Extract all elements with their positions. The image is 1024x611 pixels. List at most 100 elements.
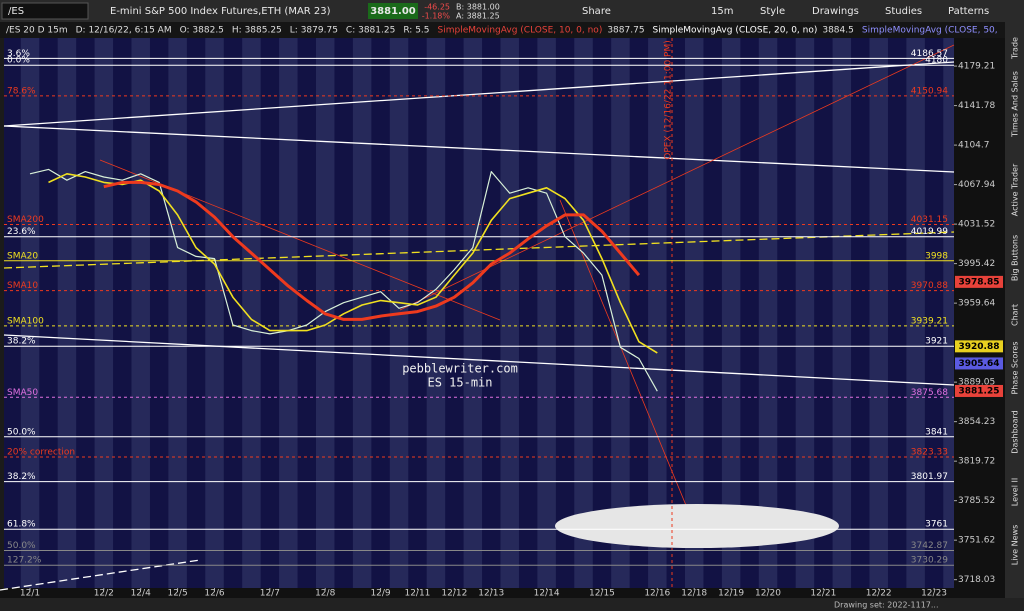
toolbar bbox=[0, 0, 1024, 22]
patterns-button[interactable]: Patterns bbox=[948, 6, 989, 17]
y-tick-label: 4067.94 bbox=[958, 180, 995, 190]
level-note: SMA20 bbox=[7, 251, 38, 261]
x-tick-label: 12/19 bbox=[718, 589, 744, 599]
x-tick-label: 12/16 bbox=[644, 589, 670, 599]
last-box bbox=[368, 3, 418, 19]
sidebar-tab[interactable]: Dashboard bbox=[1011, 410, 1020, 453]
price-badge-label: 3920.88 bbox=[959, 342, 1000, 352]
bid: B: 3881.00 bbox=[456, 3, 500, 12]
x-tick-label: 12/15 bbox=[589, 589, 615, 599]
header-field: L: 3879.75 bbox=[290, 26, 338, 36]
sidebar bbox=[1005, 22, 1024, 598]
level-note: 20% correction bbox=[7, 448, 75, 458]
trendlines bbox=[0, 44, 955, 591]
level-note: 61.8% bbox=[7, 520, 36, 530]
symbol[interactable]: /ES bbox=[8, 6, 24, 17]
level-value: 3841 bbox=[925, 427, 948, 437]
level-value: 4031.15 bbox=[911, 215, 948, 225]
level-note: 78.6% bbox=[7, 86, 36, 96]
sidebar-tab[interactable]: Phase Scores bbox=[1011, 341, 1020, 394]
header-field: O: 3882.5 bbox=[180, 26, 224, 36]
level-note: SMA50 bbox=[7, 388, 38, 398]
x-tick-label: 12/4 bbox=[131, 589, 151, 599]
y-tick-label: 4179.21 bbox=[958, 62, 995, 72]
study-label: SimpleMovingAvg (CLOSE, 50, bbox=[862, 26, 998, 36]
study-value: 3884.5 bbox=[822, 26, 854, 36]
style-button[interactable]: Style bbox=[760, 6, 785, 17]
x-tick-label: 12/12 bbox=[441, 589, 467, 599]
share-button[interactable]: Share bbox=[582, 6, 611, 17]
sidebar-tab[interactable]: Chart bbox=[1011, 304, 1020, 326]
price-badge bbox=[955, 357, 1003, 370]
sidebar-tab[interactable]: Live News bbox=[1011, 525, 1020, 566]
level-note: 0.0% bbox=[7, 56, 30, 66]
sidebar-tab[interactable]: Level II bbox=[1011, 478, 1020, 506]
level-value: 3875.68 bbox=[911, 388, 948, 398]
y-tick-label: 3995.42 bbox=[958, 259, 995, 269]
y-axis-panel bbox=[954, 38, 1005, 588]
level-note: SMA10 bbox=[7, 281, 38, 291]
level-value: 3939.21 bbox=[911, 316, 948, 326]
price-badge-label: 3905.64 bbox=[959, 359, 1000, 369]
y-tick-label: 4104.7 bbox=[958, 141, 990, 151]
timeframe[interactable]: 15m bbox=[711, 6, 733, 17]
opex-annotation: OPEX (12/16/22 11:00 PM) bbox=[664, 40, 674, 160]
y-tick-label: 3854.23 bbox=[958, 417, 995, 427]
x-tick-label: 12/8 bbox=[315, 589, 335, 599]
level-note: 3.6% bbox=[7, 49, 30, 59]
watermark: pebblewriter.com bbox=[402, 362, 518, 376]
highlight-ellipse bbox=[555, 504, 839, 548]
y-tick-label: 3889.05 bbox=[958, 378, 995, 388]
sidebar-tab[interactable]: Big Buttons bbox=[1011, 235, 1020, 281]
ask: A: 3881.25 bbox=[456, 12, 500, 21]
x-tick-label: 12/11 bbox=[404, 589, 430, 599]
study-value: 3887.75 bbox=[607, 26, 644, 36]
drawings-button[interactable]: Drawings bbox=[812, 6, 859, 17]
sidebar-tab[interactable]: Times And Sales bbox=[1011, 71, 1020, 138]
x-tick-label: 12/9 bbox=[370, 589, 390, 599]
y-tick-label: 3959.64 bbox=[958, 299, 995, 309]
footer-bar bbox=[0, 598, 1024, 611]
level-value: 4150.94 bbox=[911, 86, 948, 96]
level-value: 3742.87 bbox=[911, 541, 948, 551]
sidebar-tab[interactable]: Trade bbox=[1011, 37, 1020, 60]
level-value: 4180 bbox=[925, 56, 948, 66]
level-value: 3730.29 bbox=[911, 556, 948, 566]
level-value: 3921 bbox=[925, 337, 948, 347]
header-field: H: 3885.25 bbox=[232, 26, 282, 36]
header-field: /ES 20 D 15m bbox=[6, 26, 68, 36]
header-field: R: 5.5 bbox=[403, 26, 429, 36]
level-note: 50.0% bbox=[7, 541, 36, 551]
header-field: D: 12/16/22, 6:15 AM bbox=[76, 26, 172, 36]
x-tick-label: 12/7 bbox=[260, 589, 280, 599]
symbol-box[interactable] bbox=[1, 2, 89, 20]
level-value: 4186.57 bbox=[911, 49, 948, 59]
y-tick-label: 4031.52 bbox=[958, 220, 995, 230]
level-note: SMA100 bbox=[7, 316, 44, 326]
series-line bbox=[103, 180, 641, 321]
study-label: SimpleMovingAvg (CLOSE, 10, 0, no) bbox=[438, 26, 603, 36]
x-tick-label: 12/2 bbox=[94, 589, 114, 599]
price-badge bbox=[955, 275, 1003, 288]
level-value: 3801.97 bbox=[911, 472, 948, 482]
level-note: 127.2% bbox=[7, 556, 42, 566]
level-value: 4019.99 bbox=[911, 227, 948, 237]
change-pct: -1.18% bbox=[422, 12, 451, 21]
x-tick-label: 12/6 bbox=[204, 589, 224, 599]
level-value: 3823.33 bbox=[911, 448, 948, 458]
level-note: 38.2% bbox=[7, 337, 36, 347]
series-line bbox=[29, 168, 658, 392]
header-bar bbox=[0, 22, 1005, 38]
x-tick-label: 12/18 bbox=[681, 589, 707, 599]
x-tick-label: 12/22 bbox=[866, 589, 892, 599]
footer: Drawing set: 2022-1117... bbox=[834, 601, 939, 610]
change: -46.25 bbox=[424, 3, 450, 12]
plot-area bbox=[4, 38, 954, 588]
x-tick-label: 12/23 bbox=[921, 589, 947, 599]
sidebar-tab[interactable]: Active Trader bbox=[1011, 163, 1020, 216]
studies-button[interactable]: Studies bbox=[885, 6, 922, 17]
x-tick-label: 12/14 bbox=[534, 589, 560, 599]
y-tick-label: 3751.62 bbox=[958, 536, 995, 546]
price-badge bbox=[955, 384, 1003, 397]
